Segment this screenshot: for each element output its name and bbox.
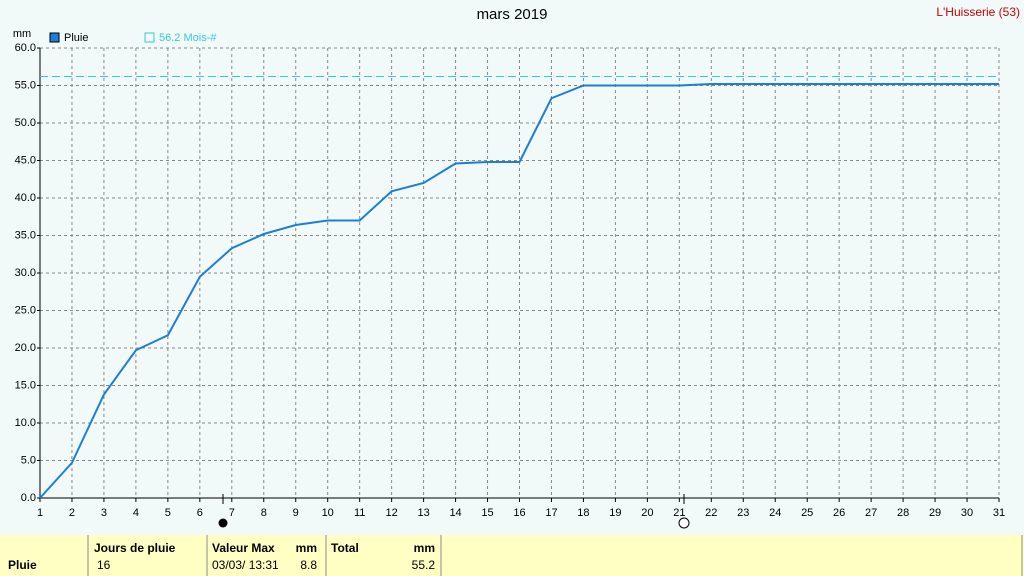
y-tick-label: 55.0 [15,79,36,91]
plot: 0.0 5.0 10.0 15.0 20.0 25.0 30.0 35.0 40.0 45.0 50… [15,42,1006,519]
x-tick-label: 20 [641,507,653,519]
x-tick-label: 2 [69,507,75,519]
station-label: L'Huisserie (53) [936,5,1020,19]
x-tick-label: 10 [322,507,334,519]
y-tick-label: 35.0 [15,229,36,241]
x-tick-label: 5 [165,507,171,519]
x-tick-label: 7 [229,507,235,519]
x-tick-label: 22 [705,507,717,519]
legend-swatch [144,32,155,43]
cell: 8.8 [300,558,317,572]
x-tick-label: 30 [961,507,973,519]
row-label: Pluie [8,558,37,572]
y-tick-label: 10.0 [15,417,36,429]
x-tick-label: 3 [101,507,107,519]
unit: mm [414,541,435,555]
x-tick-label: 9 [293,507,299,519]
x-tick-label: 26 [833,507,845,519]
chart-title: mars 2019 [477,6,548,23]
new-moon-icon [678,517,690,529]
cell: 16 [97,558,111,572]
column-header: Total [331,541,359,555]
x-tick-label: 8 [261,507,267,519]
x-tick-label: 19 [609,507,621,519]
column-header: Jours de pluie [94,541,176,555]
x-tick-label: 14 [449,507,461,519]
column-header: Valeur Max [212,541,275,555]
y-axis-label: mm [13,28,31,40]
y-tick-label: 25.0 [15,304,36,316]
table-background [0,535,1024,576]
data-line [39,83,999,499]
x-tick-label: 17 [545,507,557,519]
legend-label: Pluie [64,32,88,44]
full-moon-icon [218,518,228,528]
x-tick-label: 23 [737,507,749,519]
x-tick-label: 6 [197,507,203,519]
x-tick-label: 31 [993,507,1005,519]
x-tick-label: 25 [801,507,813,519]
y-tick-label: 0.0 [21,492,36,504]
unit: mm [296,541,317,555]
y-tick-label: 50.0 [15,117,36,129]
x-tick-label: 16 [513,507,525,519]
x-tick-label: 28 [897,507,909,519]
y-tick-label: 45.0 [15,154,36,166]
x-tick-label: 13 [417,507,429,519]
y-tick-label: 30.0 [15,267,36,279]
y-tick-label: 5.0 [21,454,36,466]
x-tick-label: 15 [481,507,493,519]
x-tick-label: 1 [37,507,43,519]
y-tick-label: 40.0 [15,192,36,204]
cell: 03/03/ 13:31 [212,558,279,572]
legend-label: 56.2 Mois-# [159,32,217,44]
x-tick-label: 24 [769,507,781,519]
legend-swatch [49,32,60,43]
x-tick-label: 11 [354,507,365,519]
y-tick-label: 20.0 [15,342,36,354]
x-tick-label: 27 [865,507,877,519]
x-tick-label: 12 [386,507,398,519]
x-tick-label: 4 [133,507,139,519]
x-tick-label: 21 [673,507,685,519]
x-tick-label: 18 [577,507,589,519]
summary-table: Pluie Jours de pluie 16 Valeur Max mm 03… [0,535,1024,576]
cell: 55.2 [412,558,436,572]
x-tick-label: 29 [929,507,941,519]
y-tick-label: 15.0 [15,379,36,391]
y-tick-label: 60.0 [15,42,36,54]
